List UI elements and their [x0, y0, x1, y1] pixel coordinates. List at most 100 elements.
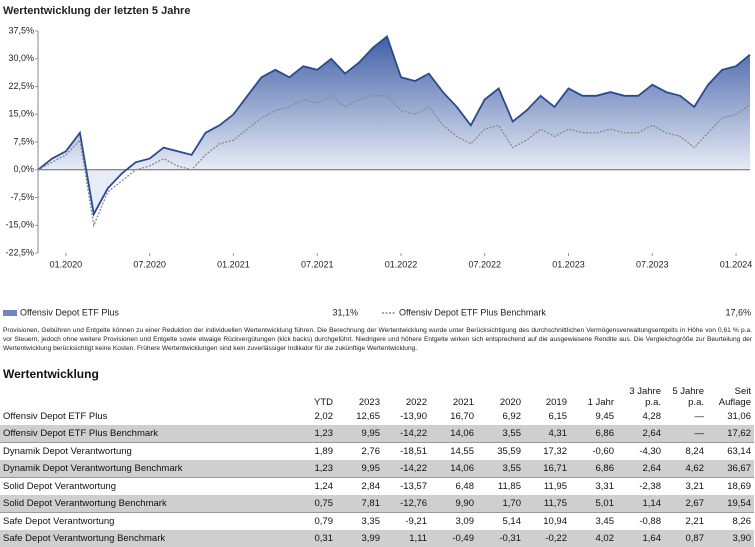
cell: 14,06 — [430, 425, 477, 443]
cell: 11,75 — [524, 495, 570, 513]
header-cell: 1 Jahr — [587, 397, 614, 408]
header-cell: 2021 — [452, 397, 474, 408]
cell: 3,55 — [477, 425, 524, 443]
table-row: Solid Depot Verantwortung Benchmark 0,75 7… — [0, 495, 754, 513]
cell: 8,26 — [707, 512, 754, 530]
cell: 5,01 — [570, 495, 617, 513]
cell: 4,28 — [642, 411, 662, 422]
cell: 14,06 — [430, 460, 477, 478]
header-cell — [0, 383, 300, 408]
cell: 9,90 — [430, 495, 477, 513]
table-row: Safe Depot Verantwortung 0,79 3,35 -9,21 3,0… — [0, 512, 754, 530]
cell: -0,88 — [617, 512, 664, 530]
cell: 1,64 — [617, 530, 664, 547]
legend-label: Offensiv Depot ETF Plus — [20, 307, 119, 317]
y-tick-label: 15,0% — [8, 109, 34, 119]
table-row: Dynamik Depot Verantwortung 1,89 2,76 -18,5… — [0, 442, 754, 460]
cell: 6,86 — [570, 460, 617, 478]
x-tick-label: 07.2022 — [468, 259, 501, 269]
cell: 10,94 — [524, 512, 570, 530]
y-tick-label: 30,0% — [8, 53, 34, 63]
header-cell: 3 Jahre p.a. — [629, 386, 661, 408]
x-tick-label: 01.2020 — [50, 259, 83, 269]
cell: 9,45 — [595, 411, 615, 422]
table-row: Dynamik Depot Verantwortung Benchmark 1,2… — [0, 460, 754, 478]
cell: — — [664, 425, 707, 443]
x-tick-label: 07.2021 — [301, 259, 334, 269]
cell: 3,09 — [430, 512, 477, 530]
legend-value: 31,1% — [332, 307, 358, 317]
cell: 6,15 — [548, 411, 568, 422]
cell: 2,64 — [617, 425, 664, 443]
legend-value: 17,6% — [725, 307, 751, 317]
cell: -18,51 — [383, 442, 430, 460]
cell: 3,21 — [664, 477, 707, 495]
cell: 4,31 — [524, 425, 570, 443]
cell: 0,79 — [300, 512, 336, 530]
cell: 11,85 — [477, 477, 524, 495]
cell: 0,31 — [300, 530, 336, 547]
y-tick-label: 22,5% — [8, 81, 34, 91]
cell: 7,81 — [336, 495, 383, 513]
cell: 1,14 — [617, 495, 664, 513]
cell: 17,32 — [524, 442, 570, 460]
legend-label: Offensiv Depot ETF Plus Benchmark — [399, 307, 546, 317]
cell: 9,95 — [336, 425, 383, 443]
cell: 5,14 — [477, 512, 524, 530]
cell: 36,67 — [707, 460, 754, 478]
header-cell: Seit Auflage — [718, 386, 751, 408]
y-tick-label: 0,0% — [13, 164, 34, 174]
x-tick-label: 01.2024 — [720, 259, 753, 269]
cell: -13,57 — [383, 477, 430, 495]
y-tick-label: 37,5% — [8, 25, 34, 35]
chart-title: Wertentwicklung der letzten 5 Jahre — [3, 5, 190, 17]
row-name: Offensiv Depot ETF Plus Benchmark — [0, 425, 300, 443]
cell: 11,95 — [524, 477, 570, 495]
header-cell: 5 Jahre p.a. — [672, 386, 704, 408]
cell: -12,76 — [383, 495, 430, 513]
x-tick-label: 07.2023 — [636, 259, 669, 269]
cell: 1,11 — [383, 530, 430, 547]
cell: 3,35 — [336, 512, 383, 530]
header-row: YTD 2023 2022 2021 2020 2019 1 Jahr 3 Jahre p.a… — [0, 383, 754, 408]
cell: 31,06 — [727, 411, 751, 422]
cell: 2,76 — [336, 442, 383, 460]
cell: 35,59 — [477, 442, 524, 460]
cell: 19,54 — [707, 495, 754, 513]
x-tick-label: 07.2020 — [133, 259, 166, 269]
table-row: Offensiv Depot ETF Plus 2,02 12,65 -13,90 16… — [0, 408, 754, 425]
cell: 4,02 — [570, 530, 617, 547]
row-name: Dynamik Depot Verantwortung — [0, 442, 300, 460]
cell: 0,87 — [664, 530, 707, 547]
chart: Wertentwicklung der letzten 5 Jahre 37,5… — [3, 5, 753, 317]
cell: 2,02 — [314, 411, 334, 422]
cell: -2,38 — [617, 477, 664, 495]
row-name: Solid Depot Verantwortung Benchmark — [0, 495, 300, 513]
cell: 14,55 — [430, 442, 477, 460]
cell: -13,90 — [400, 411, 427, 422]
cell: 1,23 — [300, 460, 336, 478]
row-name: Safe Depot Verantwortung Benchmark — [0, 530, 300, 547]
cell: 0,75 — [300, 495, 336, 513]
cell: 3,55 — [477, 460, 524, 478]
x-tick-label: 01.2022 — [385, 259, 418, 269]
header-cell: 2019 — [545, 397, 567, 408]
cell: 16,71 — [524, 460, 570, 478]
cell: 3,45 — [570, 512, 617, 530]
y-tick-label: -15,0% — [5, 220, 34, 230]
table-title: Wertentwicklung — [3, 367, 99, 381]
cell: 12,65 — [356, 411, 380, 422]
x-tick-label: 01.2021 — [217, 259, 250, 269]
cell: -9,21 — [383, 512, 430, 530]
line — [37, 95, 751, 228]
row-name: Offensiv Depot ETF Plus — [3, 411, 108, 422]
cell: 16,70 — [450, 411, 474, 422]
header-cell: 2020 — [499, 397, 521, 408]
cell: 8,24 — [664, 442, 707, 460]
cell: -0,60 — [570, 442, 617, 460]
cell: 3,99 — [336, 530, 383, 547]
cell: -14,22 — [383, 425, 430, 443]
performance-table: YTD 2023 2022 2021 2020 2019 1 Jahr 3 Jahre p.a… — [0, 383, 754, 547]
cell: 1,70 — [477, 495, 524, 513]
